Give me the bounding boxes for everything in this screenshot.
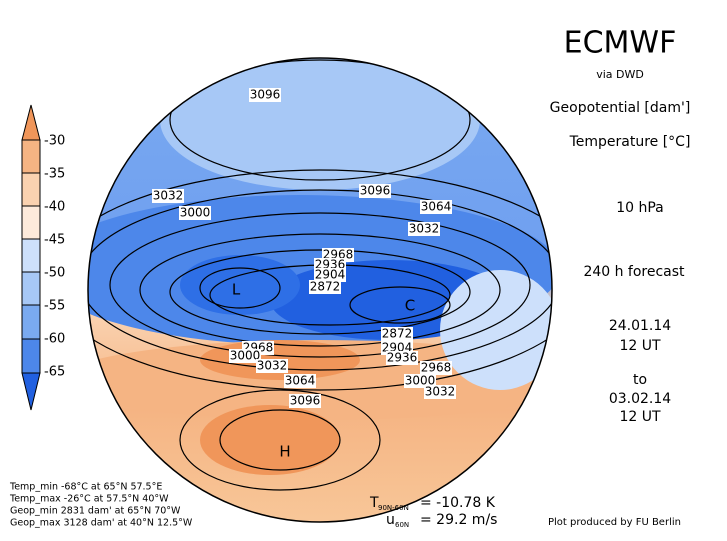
- extreme-label: H: [279, 443, 290, 461]
- t-value: = -10.78 K: [420, 495, 496, 511]
- time: 12 UT: [619, 338, 661, 354]
- field: Geopotential [dam']: [550, 100, 691, 116]
- t-symbol: T: [369, 495, 379, 511]
- stat-line: Temp_max -26°C at 57.5°N 40°W: [9, 494, 169, 505]
- contour-label-box: [229, 349, 261, 363]
- extreme-label: C: [405, 297, 415, 315]
- colorbar-label: -45: [44, 233, 65, 248]
- contour-label: 3096: [290, 394, 321, 408]
- contour-label: 3000: [180, 206, 211, 220]
- u-symbol: u: [386, 512, 395, 528]
- contour-label: 2872: [382, 327, 413, 341]
- date: 03.02.14: [609, 391, 671, 407]
- colorbar-label: -30: [44, 134, 65, 149]
- u-sub: 60N: [395, 521, 409, 529]
- contour-label-box: [420, 361, 452, 375]
- contour-label: 3032: [153, 189, 184, 203]
- contour-label: 3064: [421, 200, 452, 214]
- contour-label: 3032: [257, 359, 288, 373]
- colorbar: [21, 104, 41, 411]
- contour-label: 3032: [425, 385, 456, 399]
- contour-label-box: [249, 88, 281, 102]
- contour-label-box: [179, 206, 211, 220]
- contour-label-box: [420, 200, 452, 214]
- contour-label-box: [152, 189, 184, 203]
- contour-label: 3032: [409, 222, 440, 236]
- contour-label-box: [404, 374, 436, 388]
- contour-label-box: [408, 222, 440, 236]
- credit: Plot produced by FU Berlin: [548, 517, 681, 528]
- contour-label-box: [359, 184, 391, 198]
- stat-line: Geop_max 3128 dam' at 40°N 12.5°W: [10, 518, 193, 529]
- contour-label-box: [256, 359, 288, 373]
- globe-border: [87, 57, 553, 523]
- colorbar-label: -65: [44, 365, 65, 380]
- title: ECMWF: [564, 26, 677, 61]
- contour-label-box: [289, 394, 321, 408]
- stat-line: Geop_min 2831 dam' at 65°N 70°W: [10, 506, 181, 517]
- contour-label: 2936: [387, 351, 418, 365]
- colorbar-label: -60: [44, 332, 65, 347]
- colorbar-label: -55: [44, 299, 65, 314]
- source: via DWD: [596, 68, 644, 81]
- stat-line: Temp_min -68°C at 65°N 57.5°E: [9, 482, 162, 493]
- t-sub: 90N-60N: [378, 504, 409, 512]
- contour-label: 3096: [360, 184, 391, 198]
- contour-label: 3096: [250, 88, 281, 102]
- contour-label: 3000: [230, 349, 261, 363]
- contour-label: 3000: [405, 374, 436, 388]
- contour-label: 2904: [315, 268, 346, 282]
- contour-label-box: [284, 374, 316, 388]
- field: Temperature [°C]: [569, 134, 691, 150]
- extreme-label: L: [232, 281, 241, 299]
- level: 10 hPa: [616, 200, 664, 216]
- contour-label-box: [309, 280, 341, 294]
- contour-label-box: [381, 327, 413, 341]
- contour-label-box: [424, 385, 456, 399]
- time: 12 UT: [619, 409, 661, 425]
- colorbar-label: -35: [44, 167, 65, 182]
- contour-label: 2872: [310, 280, 341, 294]
- colorbar-label: -40: [44, 200, 65, 215]
- contour-label: 3064: [285, 374, 316, 388]
- u-value: = 29.2 m/s: [420, 512, 497, 528]
- date: 24.01.14: [609, 318, 671, 334]
- contour-label-box: [314, 268, 346, 282]
- colorbar-label: -50: [44, 266, 65, 281]
- contour-label-box: [386, 351, 418, 365]
- forecast: 240 h forecast: [583, 264, 685, 280]
- contour-label: 2968: [421, 361, 452, 375]
- to: to: [633, 372, 647, 388]
